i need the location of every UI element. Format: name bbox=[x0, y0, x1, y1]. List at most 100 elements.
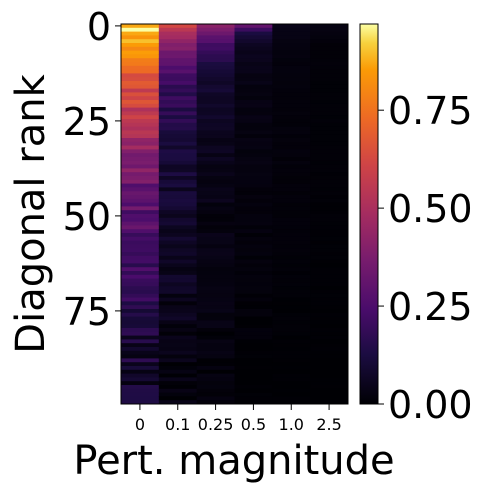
heatmap-cell bbox=[272, 73, 311, 78]
heatmap-cell bbox=[310, 305, 349, 310]
heatmap-cell bbox=[121, 145, 160, 150]
heatmap-cell bbox=[196, 39, 235, 44]
heatmap-cell bbox=[234, 191, 273, 196]
heatmap-cell bbox=[272, 316, 311, 321]
heatmap-cell bbox=[196, 396, 235, 401]
heatmap-cell bbox=[272, 358, 311, 363]
heatmap-cell bbox=[158, 191, 198, 196]
heatmap-cell bbox=[121, 377, 160, 382]
heatmap-cell bbox=[121, 358, 160, 363]
heatmap-cell bbox=[196, 183, 235, 188]
heatmap-cell bbox=[158, 324, 198, 329]
heatmap-cell bbox=[121, 115, 160, 120]
heatmap-cell bbox=[158, 263, 198, 268]
heatmap-cell bbox=[234, 385, 273, 390]
heatmap-cell bbox=[121, 183, 160, 188]
heatmap-cell bbox=[121, 350, 160, 355]
heatmap-cell bbox=[121, 369, 160, 374]
heatmap-cell bbox=[310, 309, 349, 314]
heatmap-cell bbox=[310, 46, 349, 51]
heatmap-cell bbox=[272, 69, 311, 74]
heatmap-cell bbox=[158, 331, 198, 336]
heatmap-cell bbox=[158, 385, 198, 390]
heatmap-cell bbox=[272, 210, 311, 215]
heatmap-cell bbox=[310, 198, 349, 203]
heatmap-cell bbox=[121, 126, 160, 131]
heatmap-cell bbox=[310, 297, 349, 302]
heatmap-cell bbox=[234, 168, 273, 173]
heatmap-cell bbox=[158, 39, 198, 44]
heatmap-cell bbox=[310, 39, 349, 44]
heatmap-cell bbox=[158, 377, 198, 382]
heatmap-cell bbox=[196, 92, 235, 97]
heatmap-cell bbox=[196, 145, 235, 150]
heatmap-cell bbox=[196, 259, 235, 264]
heatmap-cell bbox=[158, 210, 198, 215]
heatmap-cell bbox=[272, 362, 311, 367]
heatmap-cell bbox=[310, 263, 349, 268]
heatmap-cell bbox=[196, 309, 235, 314]
heatmap-cell bbox=[234, 179, 273, 184]
heatmap-cell bbox=[158, 297, 198, 302]
heatmap-cell bbox=[234, 381, 273, 386]
heatmap-cell bbox=[196, 179, 235, 184]
heatmap-cell bbox=[234, 92, 273, 97]
heatmap-cell bbox=[158, 164, 198, 169]
heatmap-cell bbox=[158, 115, 198, 120]
heatmap-cell bbox=[121, 77, 160, 82]
heatmap-cell bbox=[310, 31, 349, 36]
heatmap-cell bbox=[196, 141, 235, 146]
heatmap-cell bbox=[310, 347, 349, 352]
heatmap-cell bbox=[310, 350, 349, 355]
heatmap-cell bbox=[121, 259, 160, 264]
heatmap-cell bbox=[121, 81, 160, 86]
heatmap-cell bbox=[310, 244, 349, 249]
heatmap-cell bbox=[234, 312, 273, 317]
heatmap-cell bbox=[158, 301, 198, 306]
heatmap-cell bbox=[196, 286, 235, 291]
heatmap-cell bbox=[310, 210, 349, 215]
heatmap-cell bbox=[121, 400, 160, 405]
heatmap-cell bbox=[234, 69, 273, 74]
y-tick-label: 75 bbox=[63, 290, 111, 334]
heatmap-cell bbox=[310, 320, 349, 325]
heatmap-cell bbox=[196, 339, 235, 344]
heatmap-cell bbox=[234, 366, 273, 371]
heatmap-cell bbox=[158, 202, 198, 207]
heatmap-cell bbox=[310, 339, 349, 344]
heatmap-cell bbox=[121, 119, 160, 124]
heatmap-cell bbox=[158, 244, 198, 249]
heatmap-cell bbox=[234, 126, 273, 131]
heatmap-cell bbox=[272, 396, 311, 401]
heatmap-cell bbox=[234, 252, 273, 257]
heatmap-cell bbox=[196, 240, 235, 245]
heatmap-cell bbox=[234, 221, 273, 226]
heatmap-cell bbox=[272, 312, 311, 317]
heatmap-cell bbox=[310, 202, 349, 207]
heatmap-cell bbox=[158, 282, 198, 287]
heatmap-cell bbox=[121, 206, 160, 211]
heatmap-cell bbox=[234, 271, 273, 276]
heatmap-cell bbox=[121, 221, 160, 226]
heatmap-cell bbox=[121, 138, 160, 143]
heatmap-cell bbox=[234, 122, 273, 127]
heatmap-cell bbox=[272, 119, 311, 124]
heatmap-cell bbox=[234, 263, 273, 268]
colorbar-tick-label: 0.25 bbox=[388, 285, 473, 329]
heatmap-cell bbox=[310, 130, 349, 135]
heatmap-cell bbox=[196, 198, 235, 203]
heatmap-cell bbox=[196, 343, 235, 348]
heatmap-cell bbox=[196, 153, 235, 158]
heatmap-cell bbox=[121, 324, 160, 329]
heatmap-cell bbox=[272, 373, 311, 378]
heatmap-cell bbox=[196, 35, 235, 40]
heatmap-cell bbox=[121, 396, 160, 401]
heatmap-cell bbox=[310, 206, 349, 211]
heatmap-cell bbox=[121, 157, 160, 162]
heatmap-cell bbox=[158, 271, 198, 276]
heatmap-cell bbox=[272, 198, 311, 203]
heatmap-cell bbox=[310, 100, 349, 105]
heatmap-cell bbox=[272, 65, 311, 70]
heatmap-cell bbox=[196, 221, 235, 226]
heatmap-cell bbox=[196, 236, 235, 241]
